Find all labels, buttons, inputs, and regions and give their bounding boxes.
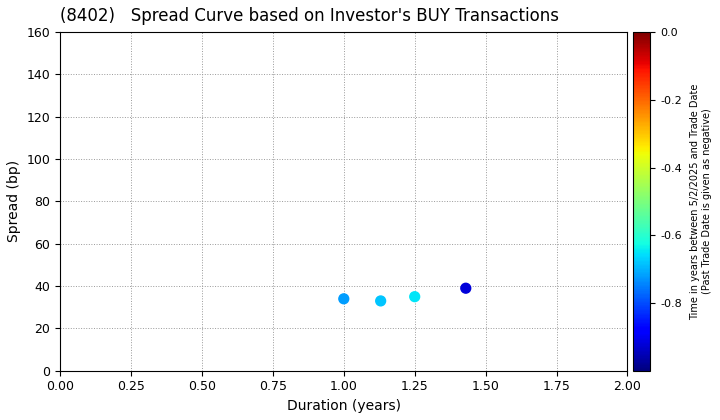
Point bbox=[409, 293, 420, 300]
Point bbox=[338, 295, 349, 302]
Point bbox=[460, 285, 472, 291]
Text: (8402)   Spread Curve based on Investor's BUY Transactions: (8402) Spread Curve based on Investor's … bbox=[60, 7, 559, 25]
Y-axis label: Spread (bp): Spread (bp) bbox=[7, 160, 21, 242]
Y-axis label: Time in years between 5/2/2025 and Trade Date
(Past Trade Date is given as negat: Time in years between 5/2/2025 and Trade… bbox=[690, 83, 712, 320]
Point bbox=[375, 297, 387, 304]
X-axis label: Duration (years): Duration (years) bbox=[287, 399, 401, 413]
